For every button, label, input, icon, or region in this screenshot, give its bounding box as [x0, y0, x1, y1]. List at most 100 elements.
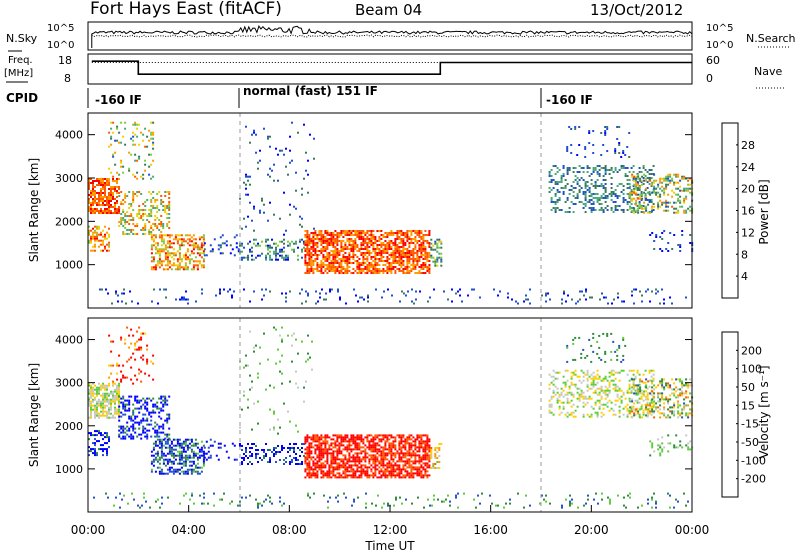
data-cell: [247, 254, 249, 257]
data-cell: [400, 450, 403, 453]
data-cell: [168, 413, 171, 416]
data-cell: [316, 254, 319, 256]
data-cell: [398, 446, 401, 449]
data-cell: [185, 298, 187, 301]
data-cell: [594, 187, 597, 189]
data-cell: [308, 442, 311, 445]
data-cell: [332, 474, 335, 477]
data-cell: [633, 179, 636, 182]
data-cell: [356, 244, 359, 246]
data-cell: [368, 238, 371, 240]
data-cell: [588, 201, 591, 203]
data-cell: [418, 444, 421, 447]
data-cell: [620, 191, 623, 193]
data-cell: [424, 462, 427, 465]
data-cell: [279, 240, 281, 243]
data-cell: [128, 334, 131, 337]
data-cell: [408, 256, 411, 258]
data-cell: [574, 187, 577, 189]
data-cell: [412, 460, 415, 463]
data-cell: [418, 446, 421, 449]
data-cell: [324, 450, 327, 453]
data-cell: [584, 197, 587, 199]
data-cell: [362, 458, 365, 461]
data-cell: [120, 165, 123, 168]
data-cell: [562, 187, 565, 189]
data-cell: [418, 456, 421, 459]
data-cell: [616, 185, 619, 187]
data-cell: [138, 338, 141, 341]
data-cell: [428, 260, 431, 262]
data-cell: [358, 264, 361, 266]
data-cell: [549, 298, 551, 301]
data-cell: [428, 270, 431, 272]
data-cell: [659, 236, 662, 238]
data-cell: [422, 474, 425, 477]
data-cell: [194, 464, 197, 467]
data-cell: [297, 447, 299, 449]
data-cell: [616, 209, 619, 211]
data-cell: [92, 194, 94, 196]
data-cell: [663, 230, 666, 232]
data-cell: [632, 171, 635, 173]
data-cell: [114, 204, 116, 206]
data-cell: [96, 414, 98, 417]
data-cell: [277, 258, 279, 261]
data-cell: [90, 235, 92, 238]
data-cell: [310, 450, 313, 453]
data-cell: [394, 440, 397, 443]
data-cell: [166, 205, 169, 207]
data-cell: [168, 266, 171, 269]
data-cell: [356, 230, 359, 232]
data-cell: [560, 209, 563, 211]
data-cell: [426, 258, 429, 260]
data-cell: [410, 438, 413, 441]
data-cell: [372, 454, 375, 457]
data-cell: [142, 229, 145, 231]
data-cell: [370, 264, 373, 266]
data-cell: [307, 294, 309, 297]
data-cell: [180, 454, 183, 457]
data-cell: [414, 268, 417, 270]
data-cell: [596, 165, 599, 167]
data-cell: [110, 137, 113, 140]
data-cell: [265, 258, 267, 261]
data-cell: [440, 242, 443, 245]
data-cell: [310, 260, 313, 262]
data-cell: [677, 244, 680, 246]
data-cell: [578, 126, 581, 128]
data-cell: [635, 193, 638, 196]
data-cell: [372, 236, 375, 238]
data-cell: [146, 135, 149, 138]
data-cell: [594, 193, 597, 195]
data-cell: [138, 217, 141, 219]
data-cell: [148, 165, 151, 168]
data-cell: [671, 248, 674, 250]
data-cell: [346, 462, 349, 465]
data-cell: [608, 193, 611, 195]
data-cell: [184, 262, 187, 265]
data-cell: [370, 238, 373, 240]
data-cell: [590, 183, 593, 185]
data-cell: [366, 434, 369, 437]
data-cell: [134, 159, 137, 162]
data-cell: [645, 187, 648, 190]
data-cell: [418, 458, 421, 461]
data-cell: [289, 242, 291, 245]
data-cell: [291, 159, 293, 162]
data-cell: [430, 246, 433, 249]
data-cell: [604, 207, 607, 209]
data-cell: [428, 232, 431, 234]
data-cell: [152, 229, 155, 231]
data-cell: [356, 448, 359, 451]
data-cell: [404, 272, 407, 274]
data-cell: [304, 236, 307, 238]
data-cell: [291, 248, 293, 251]
data-cell: [404, 440, 407, 443]
data-cell: [358, 236, 361, 238]
data-cell: [368, 230, 371, 232]
data-cell: [582, 207, 585, 209]
data-cell: [263, 451, 265, 453]
data-cell: [310, 232, 313, 234]
data-cell: [340, 268, 343, 270]
